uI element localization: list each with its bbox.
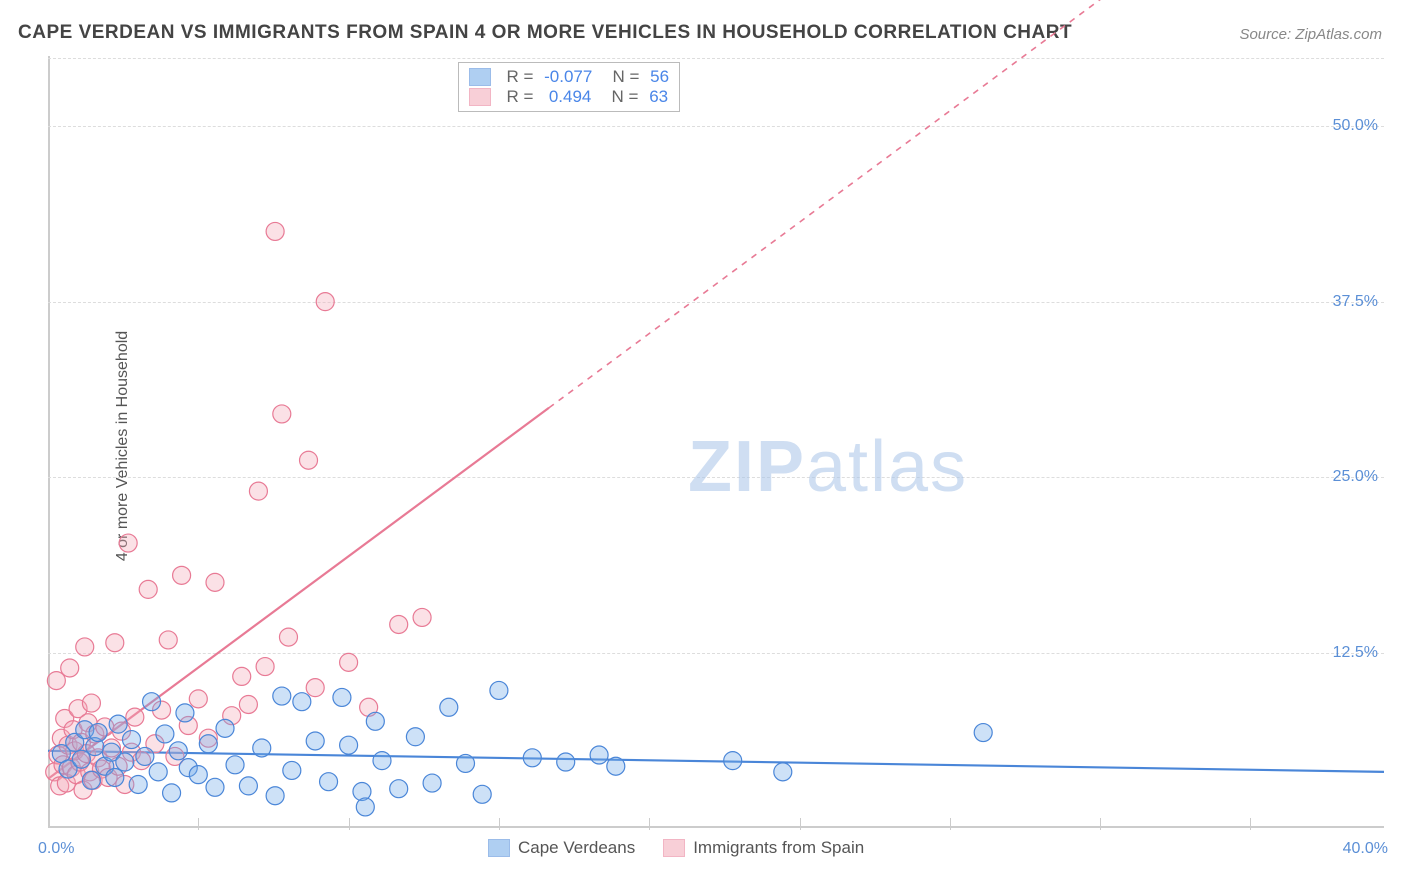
x-axis-max-label: 40.0%: [1343, 840, 1388, 858]
legend-swatch: [663, 839, 685, 857]
legend-label: Cape Verdeans: [518, 838, 635, 858]
correlation-stats-box: R = -0.077 N = 56 R = 0.494 N = 63: [458, 62, 680, 112]
stats-row: R = -0.077 N = 56: [469, 67, 669, 87]
legend-swatch: [488, 839, 510, 857]
chart-title: CAPE VERDEAN VS IMMIGRANTS FROM SPAIN 4 …: [18, 22, 1072, 44]
series-swatch: [469, 88, 491, 106]
legend-item: Cape Verdeans: [488, 838, 635, 858]
series-swatch: [469, 68, 491, 86]
source-attribution: Source: ZipAtlas.com: [1239, 26, 1382, 43]
plot-area: 12.5%25.0%37.5%50.0% ZIPatlas R = -0.077…: [48, 56, 1384, 828]
legend-label: Immigrants from Spain: [693, 838, 864, 858]
x-axis-min-label: 0.0%: [38, 840, 74, 858]
legend: Cape Verdeans Immigrants from Spain: [488, 838, 864, 858]
scatter-plot: [48, 56, 1384, 828]
legend-item: Immigrants from Spain: [663, 838, 864, 858]
stats-row: R = 0.494 N = 63: [469, 87, 669, 107]
